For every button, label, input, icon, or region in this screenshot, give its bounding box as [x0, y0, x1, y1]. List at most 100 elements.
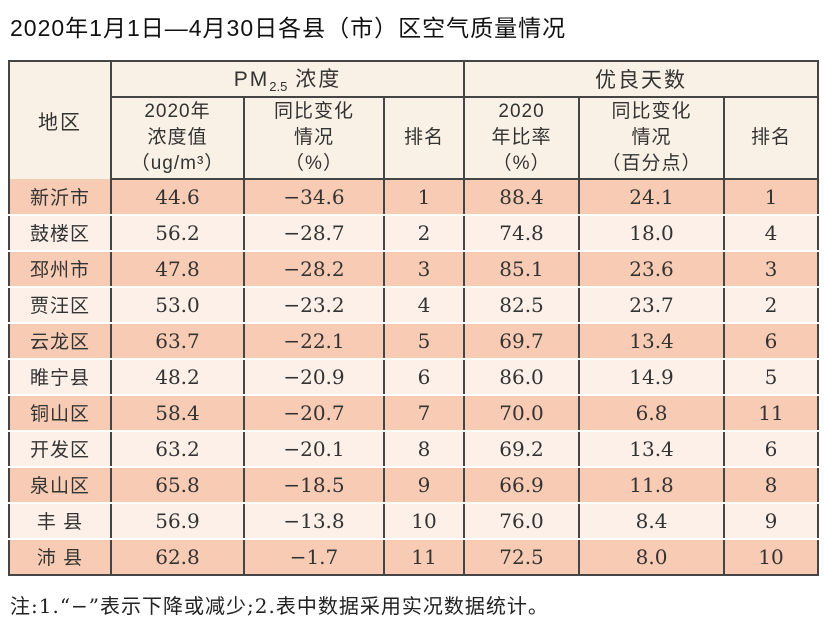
header-good-rank: 排名	[723, 96, 819, 180]
cell-good_ratio: 66.9	[463, 466, 580, 504]
cell-pm_change: −18.5	[243, 466, 384, 504]
cell-good_ratio: 88.4	[463, 178, 580, 216]
table-row: 贾汪区 53.0 −23.2 4 82.5 23.7 2	[9, 286, 819, 324]
cell-good_ratio: 72.5	[463, 538, 580, 575]
cell-pm_value: 47.8	[110, 250, 244, 288]
cell-pm_value: 48.2	[110, 358, 244, 396]
cell-pm_rank: 10	[382, 502, 465, 540]
cell-pm_change: −22.1	[243, 322, 384, 360]
cell-good_ratio: 70.0	[463, 394, 580, 432]
cell-good_change: 6.8	[578, 394, 725, 432]
table-row: 沛 县 62.8 −1.7 11 72.5 8.0 10	[9, 538, 819, 575]
header-pm-change: 同比变化 情况 （%）	[243, 96, 384, 180]
cell-region: 贾汪区	[9, 286, 111, 324]
cell-good_ratio: 86.0	[463, 358, 580, 396]
cell-pm_rank: 8	[382, 430, 465, 468]
cell-pm_change: −28.2	[243, 250, 384, 288]
header-region: 地区	[9, 60, 112, 179]
table-row: 云龙区 63.7 −22.1 5 69.7 13.4 6	[9, 322, 819, 360]
cell-pm_change: −20.9	[243, 358, 384, 396]
cell-pm_value: 53.0	[110, 286, 244, 324]
cell-good_rank: 3	[723, 250, 819, 288]
cell-good_change: 13.4	[578, 322, 725, 360]
cell-good_rank: 2	[723, 286, 819, 324]
cell-good_change: 24.1	[578, 178, 725, 216]
header-pm-rank: 排名	[382, 96, 465, 180]
table-row: 新沂市 44.6 −34.6 1 88.4 24.1 1	[9, 178, 819, 216]
cell-good_change: 13.4	[578, 430, 725, 468]
table-row: 铜山区 58.4 −20.7 7 70.0 6.8 11	[9, 394, 819, 432]
cell-good_change: 8.0	[578, 538, 725, 575]
cell-pm_value: 44.6	[110, 178, 244, 216]
header-good-ratio: 2020 年比率 （%）	[463, 96, 580, 180]
cell-good_change: 18.0	[578, 214, 725, 252]
cell-pm_change: −28.7	[243, 214, 384, 252]
cell-pm_value: 56.9	[110, 502, 244, 540]
cell-good_rank: 4	[723, 214, 819, 252]
cell-pm_change: −20.7	[243, 394, 384, 432]
table-row: 鼓楼区 56.2 −28.7 2 74.8 18.0 4	[9, 214, 819, 252]
cell-pm_rank: 6	[382, 358, 465, 396]
cell-good_ratio: 69.2	[463, 430, 580, 468]
cell-good_ratio: 74.8	[463, 214, 580, 252]
table-row: 开发区 63.2 −20.1 8 69.2 13.4 6	[9, 430, 819, 468]
cell-region: 丰 县	[9, 502, 111, 540]
cell-pm_value: 63.2	[110, 430, 244, 468]
cell-pm_rank: 9	[382, 466, 465, 504]
cell-region: 铜山区	[9, 394, 111, 432]
cell-pm_rank: 2	[382, 214, 465, 252]
cell-good_rank: 6	[723, 430, 819, 468]
cell-pm_change: −13.8	[243, 502, 384, 540]
cell-pm_rank: 5	[382, 322, 465, 360]
pm25-label-subscript: 2.5	[269, 79, 288, 95]
cell-good_rank: 1	[723, 178, 819, 216]
table-row: 丰 县 56.9 −13.8 10 76.0 8.4 9	[9, 502, 819, 540]
cell-pm_rank: 3	[382, 250, 465, 288]
cell-good_ratio: 76.0	[463, 502, 580, 540]
table-row: 睢宁县 48.2 −20.9 6 86.0 14.9 5	[9, 358, 819, 396]
cell-pm_rank: 11	[382, 538, 465, 575]
cell-pm_change: −1.7	[243, 538, 384, 575]
page-title: 2020年1月1日—4月30日各县（市）区空气质量情况	[10, 15, 567, 41]
table-row: 邳州市 47.8 −28.2 3 85.1 23.6 3	[9, 250, 819, 288]
cell-good_ratio: 69.7	[463, 322, 580, 360]
cell-good_ratio: 85.1	[463, 250, 580, 288]
cell-region: 泉山区	[9, 466, 111, 504]
cell-good_rank: 11	[723, 394, 819, 432]
cell-pm_value: 65.8	[110, 466, 244, 504]
cell-good_change: 23.7	[578, 286, 725, 324]
header-pm25-group: PM2.5 浓度	[111, 60, 465, 98]
cell-pm_change: −23.2	[243, 286, 384, 324]
cell-pm_rank: 4	[382, 286, 465, 324]
footnote: 注:1.“−”表示下降或减少;2.表中数据采用实况数据统计。	[10, 593, 549, 618]
cell-pm_rank: 7	[382, 394, 465, 432]
cell-pm_value: 56.2	[110, 214, 244, 252]
cell-good_rank: 9	[723, 502, 819, 540]
cell-good_rank: 8	[723, 466, 819, 504]
table-body: 新沂市 44.6 −34.6 1 88.4 24.1 1 鼓楼区 56.2 −28.7 2 74.8 1…	[9, 178, 819, 575]
air-quality-table: 地区 PM2.5 浓度 优良天数 2020年 浓度值 （ug/m³） 同比变化 …	[8, 59, 820, 576]
table-row: 泉山区 65.8 −18.5 9 66.9 11.8 8	[9, 466, 819, 504]
cell-region: 新沂市	[9, 178, 111, 216]
cell-region: 开发区	[9, 430, 111, 468]
cell-region: 鼓楼区	[9, 214, 111, 252]
cell-pm_change: −34.6	[243, 178, 384, 216]
cell-region: 沛 县	[9, 538, 111, 575]
header-good-change: 同比变化 情况 （百分点）	[578, 96, 725, 180]
cell-region: 邳州市	[9, 250, 111, 288]
cell-good_ratio: 82.5	[463, 286, 580, 324]
cell-good_rank: 6	[723, 322, 819, 360]
cell-pm_change: −20.1	[243, 430, 384, 468]
cell-good_rank: 10	[723, 538, 819, 575]
cell-pm_value: 63.7	[110, 322, 244, 360]
cell-pm_rank: 1	[382, 178, 465, 216]
cell-pm_value: 62.8	[110, 538, 244, 575]
cell-good_change: 14.9	[578, 358, 725, 396]
cell-good_change: 8.4	[578, 502, 725, 540]
cell-good_rank: 5	[723, 358, 819, 396]
cell-region: 云龙区	[9, 322, 111, 360]
cell-pm_value: 58.4	[110, 394, 244, 432]
header-sub-row: 2020年 浓度值 （ug/m³） 同比变化 情况 （%） 排名 2020 年比…	[9, 96, 819, 180]
cell-good_change: 23.6	[578, 250, 725, 288]
